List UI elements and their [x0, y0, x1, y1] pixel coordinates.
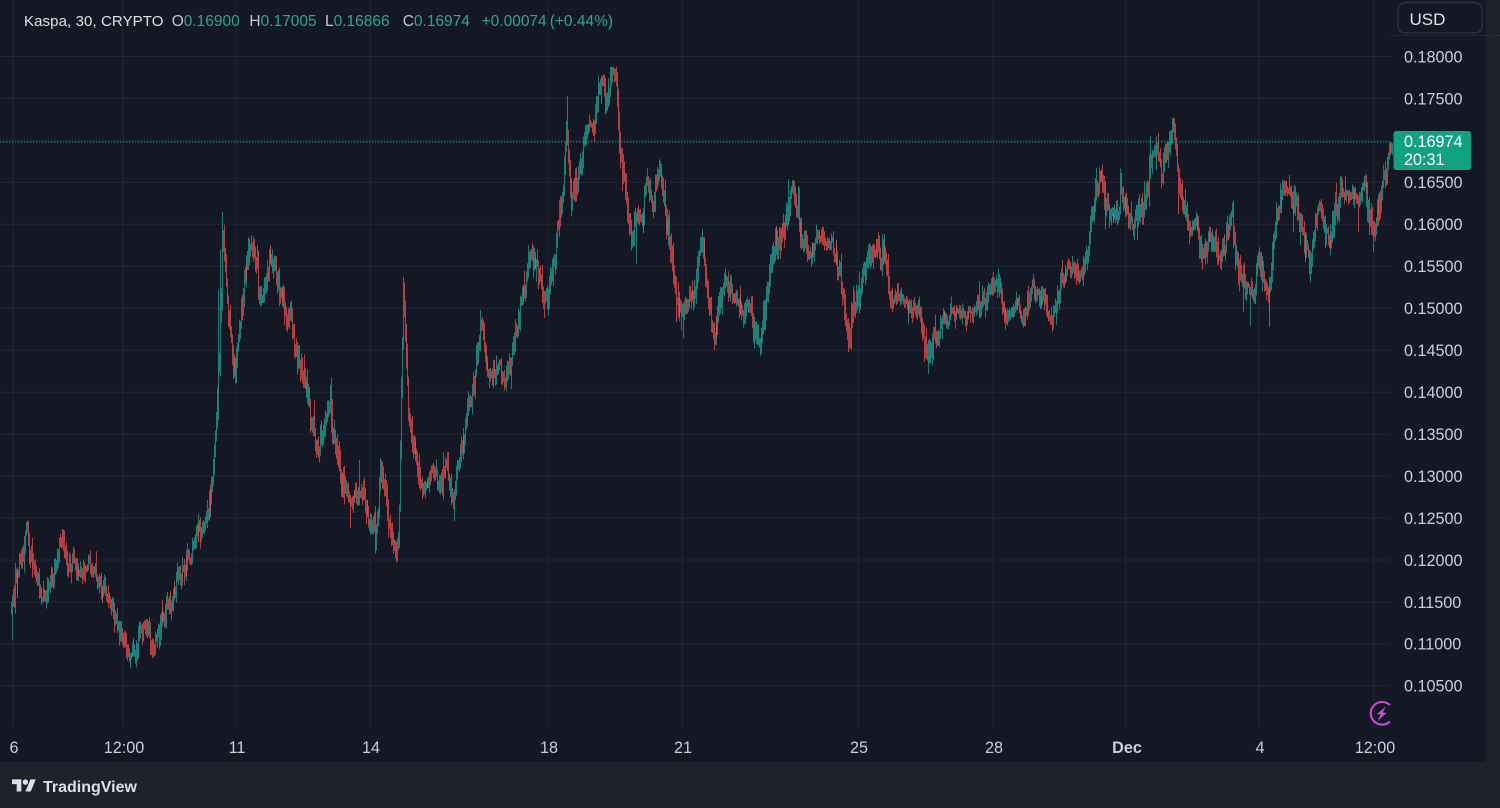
svg-text:25: 25 — [850, 739, 868, 757]
svg-text:Dec: Dec — [1112, 739, 1142, 757]
svg-text:0.14000: 0.14000 — [1404, 384, 1463, 402]
svg-text:0.17500: 0.17500 — [1404, 90, 1463, 108]
svg-text:L0.16866: L0.16866 — [325, 13, 390, 30]
svg-text:+0.00074: +0.00074 — [482, 13, 547, 30]
svg-text:Kaspa, 30, CRYPTO: Kaspa, 30, CRYPTO — [24, 13, 164, 30]
svg-text:0.13500: 0.13500 — [1404, 426, 1463, 444]
svg-text:6: 6 — [9, 739, 18, 757]
svg-text:4: 4 — [1255, 739, 1264, 757]
svg-text:0.12500: 0.12500 — [1404, 510, 1463, 528]
svg-text:TradingView: TradingView — [43, 779, 138, 796]
svg-text:C0.16974: C0.16974 — [403, 13, 471, 30]
svg-text:21: 21 — [674, 739, 692, 757]
svg-text:0.16974: 0.16974 — [1404, 133, 1463, 151]
svg-text:18: 18 — [540, 739, 558, 757]
svg-text:12:00: 12:00 — [1355, 739, 1396, 757]
svg-text:0.16500: 0.16500 — [1404, 174, 1463, 192]
svg-text:0.11500: 0.11500 — [1404, 594, 1461, 612]
svg-text:0.18000: 0.18000 — [1404, 48, 1463, 66]
svg-text:0.13000: 0.13000 — [1404, 468, 1463, 486]
svg-text:0.15500: 0.15500 — [1404, 258, 1463, 276]
svg-text:0.10500: 0.10500 — [1404, 678, 1463, 696]
svg-text:(+0.44%): (+0.44%) — [550, 13, 613, 30]
svg-text:12:00: 12:00 — [104, 739, 145, 757]
svg-text:0.12000: 0.12000 — [1404, 552, 1463, 570]
svg-text:USD: USD — [1410, 10, 1446, 29]
svg-text:14: 14 — [362, 739, 380, 757]
svg-text:20:31: 20:31 — [1404, 151, 1445, 169]
svg-text:0.15000: 0.15000 — [1404, 300, 1463, 318]
svg-text:28: 28 — [985, 739, 1003, 757]
svg-text:0.16000: 0.16000 — [1404, 216, 1463, 234]
svg-text:O0.16900: O0.16900 — [172, 13, 240, 30]
svg-text:0.14500: 0.14500 — [1404, 342, 1463, 360]
svg-text:0.11000: 0.11000 — [1404, 636, 1461, 654]
svg-text:H0.17005: H0.17005 — [249, 13, 316, 30]
svg-text:11: 11 — [229, 739, 246, 757]
